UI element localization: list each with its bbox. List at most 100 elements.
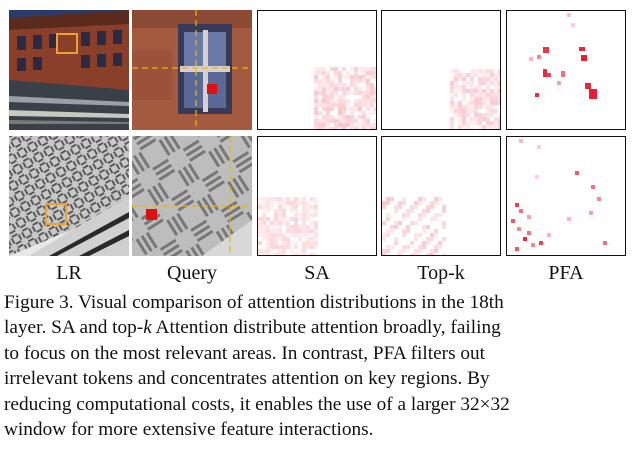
topk-attention-cell <box>414 205 418 209</box>
topk-attention-cell <box>442 221 446 225</box>
sa-attention-cell <box>266 217 270 221</box>
pfa-attention-cell <box>603 241 607 245</box>
sa-attention-cell <box>342 119 346 123</box>
sa-attention-cell <box>310 213 314 217</box>
sa-attention-cell <box>354 87 358 91</box>
topk-attention-cell <box>386 245 390 249</box>
topk-attention-cell <box>382 253 386 255</box>
sa-attention-cell <box>314 67 318 71</box>
sa-attention-cell <box>282 209 286 213</box>
topk-attention-cell <box>478 125 482 129</box>
sa-attention-cell <box>366 99 370 103</box>
sa-attention-cell <box>362 127 366 129</box>
topk-attention-cell <box>442 253 446 255</box>
sa-attention-cell <box>306 201 310 205</box>
topk-attention-cell <box>498 89 500 93</box>
topk-attention-cell <box>486 85 490 89</box>
sa-attention-cell <box>294 205 298 209</box>
topk-attention-cell <box>414 249 418 253</box>
sa-attention-cell <box>302 209 306 213</box>
topk-attention-cell <box>422 225 426 229</box>
sa-attention-cell <box>298 217 302 221</box>
pfa-attention-cell <box>539 241 543 245</box>
sa-attention-cell <box>294 197 298 201</box>
sa-attention-cell <box>334 99 338 103</box>
topk-attention-cell <box>422 245 426 249</box>
sa-attention-cell <box>306 245 310 249</box>
sa-attention-cell <box>290 229 294 233</box>
sa-attention-cell <box>270 201 274 205</box>
topk-attention-cell <box>450 121 454 125</box>
topk-attention-cell <box>434 201 438 205</box>
topk-attention-cell <box>442 209 446 213</box>
sa-attention-cell <box>298 233 302 237</box>
sa-attention-cell <box>334 71 338 75</box>
topk-attention-cell <box>458 113 462 117</box>
topk-attention-cell <box>418 233 422 237</box>
topk-attention-cell <box>418 217 422 221</box>
sa-attention-cell <box>314 245 318 249</box>
pfa-attention-cell <box>511 219 515 223</box>
topk-attention-map-row1 <box>381 10 501 130</box>
topk-attention-cell <box>478 93 482 97</box>
sa-attention-map-row2 <box>257 136 377 256</box>
topk-attention-cell <box>470 125 474 129</box>
sa-attention-cell <box>326 107 330 111</box>
sa-attention-cell <box>262 225 266 229</box>
sa-attention-cell <box>374 119 376 123</box>
sa-attention-cell <box>362 119 366 123</box>
topk-attention-cell <box>398 253 402 255</box>
sa-attention-cell <box>354 79 358 83</box>
topk-attention-cell <box>486 93 490 97</box>
sa-attention-cell <box>362 75 366 79</box>
sa-attention-cell <box>346 83 350 87</box>
sa-attention-cell <box>342 83 346 87</box>
sa-attention-cell <box>306 205 310 209</box>
sa-attention-cell <box>338 95 342 99</box>
sa-attention-cell <box>314 209 318 213</box>
sa-attention-cell <box>274 253 278 255</box>
sa-attention-cell <box>314 197 318 201</box>
topk-attention-cell <box>478 101 482 105</box>
sa-attention-cell <box>266 237 270 241</box>
sa-attention-cell <box>310 245 314 249</box>
topk-attention-cell <box>438 245 442 249</box>
topk-attention-cell <box>470 81 474 85</box>
sa-attention-cell <box>370 127 374 129</box>
topk-attention-cell <box>458 89 462 93</box>
topk-attention-cell <box>430 237 434 241</box>
sa-attention-cell <box>366 83 370 87</box>
topk-attention-cell <box>402 249 406 253</box>
pfa-attention-cell <box>543 47 549 53</box>
sa-attention-cell <box>370 87 374 91</box>
topk-attention-cell <box>478 85 482 89</box>
sa-attention-cell <box>322 115 326 119</box>
topk-attention-cell <box>434 249 438 253</box>
pfa-attention-map-row1 <box>506 10 626 130</box>
topk-attention-cell <box>486 89 490 93</box>
sa-attention-cell <box>282 217 286 221</box>
topk-attention-cell <box>494 77 498 81</box>
sa-heatmap-row2 <box>258 197 318 255</box>
topk-attention-cell <box>478 89 482 93</box>
topk-attention-cell <box>426 205 430 209</box>
pfa-attention-map-row2 <box>506 136 626 256</box>
topk-attention-cell <box>462 109 466 113</box>
sa-attention-cell <box>282 233 286 237</box>
sa-attention-cell <box>314 87 318 91</box>
topk-attention-cell <box>418 197 422 201</box>
sa-attention-cell <box>258 229 262 233</box>
sa-attention-cell <box>334 83 338 87</box>
topk-attention-cell <box>498 121 500 125</box>
topk-attention-cell <box>482 117 486 121</box>
topk-attention-cell <box>450 81 454 85</box>
pfa-heatmap-row2 <box>511 139 607 251</box>
topk-attention-cell <box>482 97 486 101</box>
sa-attention-cell <box>326 91 330 95</box>
sa-attention-cell <box>278 249 282 253</box>
sa-attention-cell <box>314 205 318 209</box>
topk-attention-cell <box>494 85 498 89</box>
sa-attention-cell <box>282 201 286 205</box>
pfa-attention-cell <box>579 47 585 51</box>
sa-attention-cell <box>298 197 302 201</box>
